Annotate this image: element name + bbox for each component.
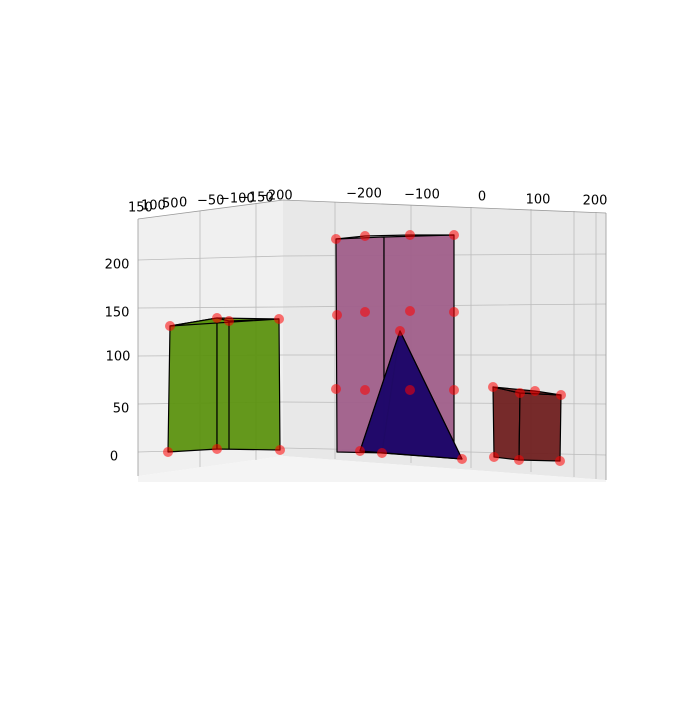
vertex-marker: [395, 326, 405, 336]
vertex-marker: [555, 456, 565, 466]
brown_box-face: [492, 386, 521, 461]
vertex-marker: [530, 386, 540, 396]
z-tick-label: 100: [106, 350, 131, 365]
vertex-marker: [212, 444, 222, 454]
y-tick-label: −100: [404, 188, 440, 203]
x-tick-label: 0: [179, 196, 187, 211]
vertex-marker: [212, 313, 222, 323]
vertex-marker: [165, 321, 175, 331]
vertex-marker: [332, 310, 342, 320]
vertex-marker: [488, 382, 498, 392]
z-tick-label: 150: [105, 306, 130, 321]
blue_pyramid: [359, 330, 463, 460]
vertex-marker: [556, 390, 566, 400]
vertex-marker: [405, 385, 415, 395]
x-tick-label: −150: [238, 191, 274, 206]
z-tick-label: 0: [110, 450, 118, 465]
grid-line: [137, 253, 607, 261]
x-tick-label: −50: [197, 194, 224, 209]
green_box-face: [216, 317, 281, 451]
brown_box: [492, 386, 562, 462]
x-tick-label: 100: [141, 199, 166, 214]
pink_box-edge: [335, 234, 454, 240]
vertex-marker: [515, 388, 525, 398]
y-tick-label: 200: [583, 194, 608, 209]
x-tick-label: 50: [162, 197, 179, 212]
vertex-marker: [405, 306, 415, 316]
vertex-marker: [449, 385, 459, 395]
vertex-marker: [274, 314, 284, 324]
vertex-marker: [457, 454, 467, 464]
vertex-marker: [514, 455, 524, 465]
vertex-marker: [331, 384, 341, 394]
x-tick-label: −100: [219, 192, 255, 207]
green_box: [167, 317, 281, 453]
pane-edge: [137, 199, 607, 220]
grid-line: [137, 303, 607, 309]
x-tick-label: 150: [128, 201, 153, 216]
vertex-marker: [275, 445, 285, 455]
z-tick-label: 50: [113, 402, 130, 417]
vertex-marker: [360, 385, 370, 395]
vertex-marker: [360, 307, 370, 317]
green_box-face: [167, 317, 218, 453]
vertex-marker: [163, 447, 173, 457]
y-tick-label: −200: [346, 187, 382, 202]
y-tick-label: 0: [478, 190, 486, 205]
x-tick-label: −200: [257, 189, 293, 204]
vertex-marker: [405, 230, 415, 240]
vertex-marker: [377, 448, 387, 458]
vertex-marker: [331, 234, 341, 244]
z-tick-label: 200: [105, 258, 130, 273]
vertex-marker: [360, 231, 370, 241]
vertex-marker: [224, 316, 234, 326]
blue_pyramid-face: [359, 330, 463, 460]
brown_box-face: [518, 392, 562, 462]
floor-pane: [138, 456, 606, 482]
vertex-marker: [355, 446, 365, 456]
y-tick-label: 100: [526, 193, 551, 208]
vertex-marker: [449, 230, 459, 240]
vertex-marker: [449, 307, 459, 317]
vertex-markers: [163, 230, 566, 466]
vertex-marker: [489, 452, 499, 462]
